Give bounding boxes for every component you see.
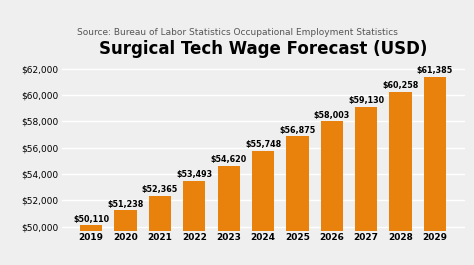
- Text: $60,258: $60,258: [383, 81, 419, 90]
- Bar: [321, 121, 343, 265]
- Bar: [355, 107, 377, 265]
- Text: $58,003: $58,003: [314, 111, 350, 120]
- Bar: [183, 181, 205, 265]
- Text: $53,493: $53,493: [176, 170, 212, 179]
- Bar: [424, 77, 446, 265]
- Title: Surgical Tech Wage Forecast (USD): Surgical Tech Wage Forecast (USD): [99, 40, 427, 58]
- Text: $56,875: $56,875: [279, 126, 316, 135]
- Bar: [80, 225, 102, 265]
- Text: $50,110: $50,110: [73, 215, 109, 224]
- Bar: [114, 210, 137, 265]
- Bar: [252, 151, 274, 265]
- Text: Source: Bureau of Labor Statistics Occupational Employment Statistics: Source: Bureau of Labor Statistics Occup…: [77, 28, 397, 37]
- Text: $51,238: $51,238: [107, 200, 144, 209]
- Bar: [218, 166, 240, 265]
- Bar: [149, 196, 171, 265]
- Bar: [390, 92, 412, 265]
- Text: $61,385: $61,385: [417, 66, 453, 75]
- Bar: [286, 136, 309, 265]
- Text: $54,620: $54,620: [210, 155, 247, 164]
- Text: $59,130: $59,130: [348, 96, 384, 105]
- Text: $55,748: $55,748: [245, 140, 281, 149]
- Text: $52,365: $52,365: [142, 185, 178, 194]
